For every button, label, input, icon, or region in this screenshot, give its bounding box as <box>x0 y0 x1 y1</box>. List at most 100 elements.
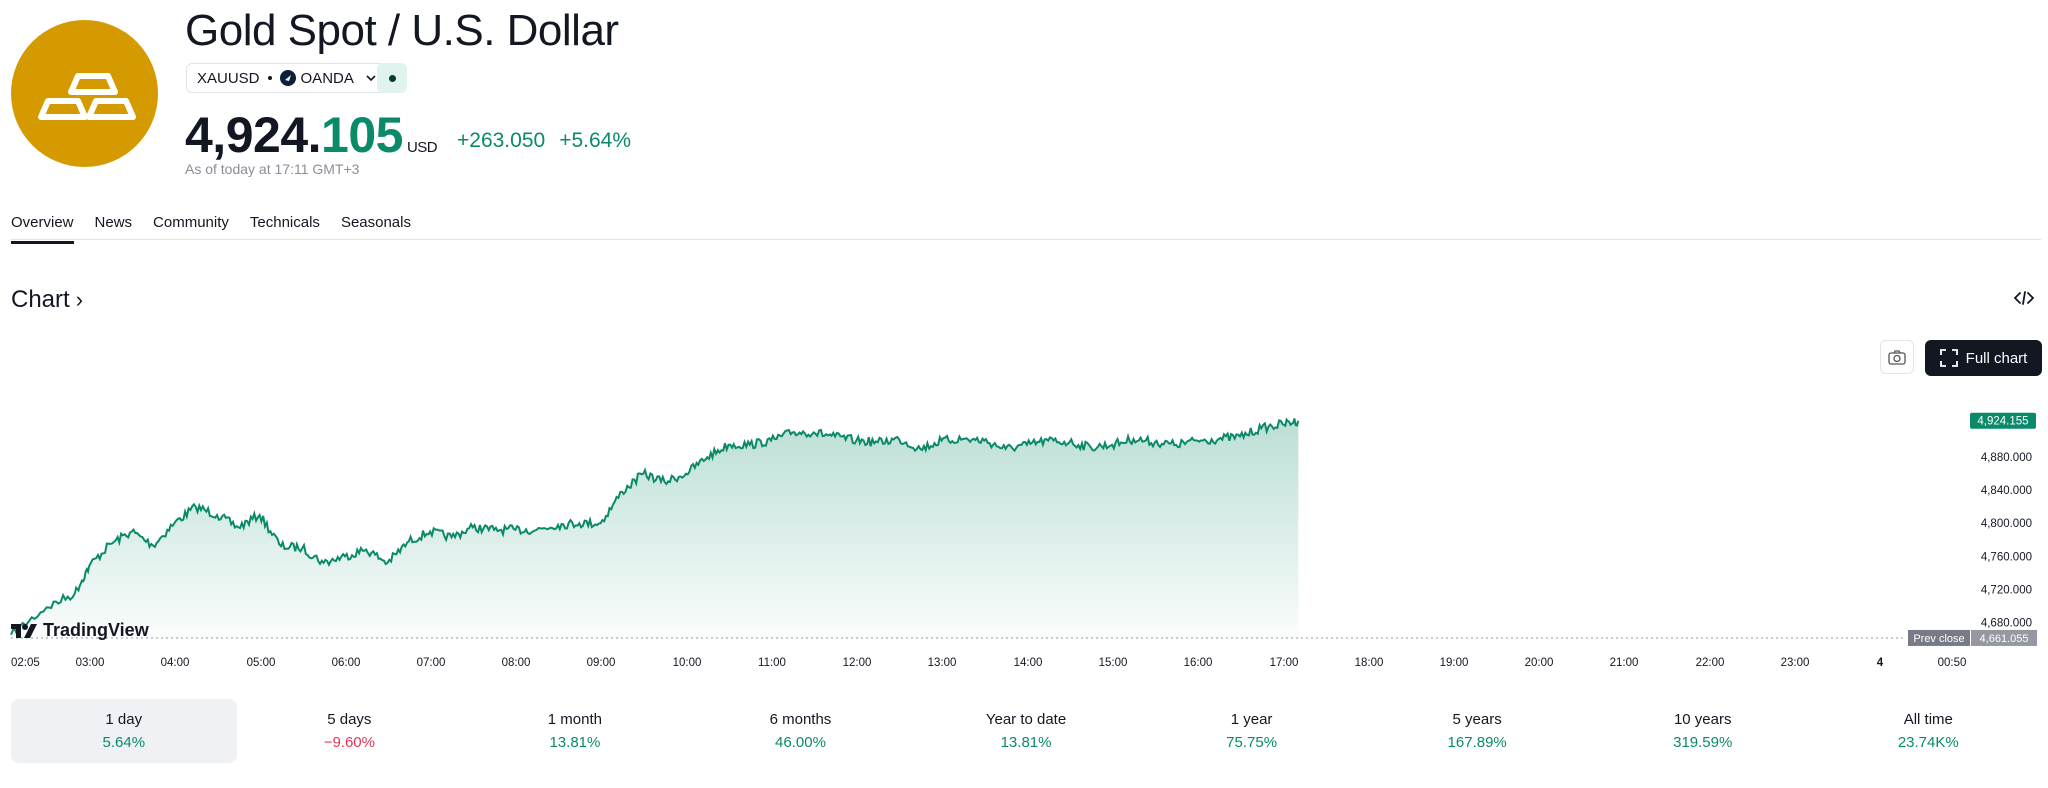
performance-ranges: 1 day 5.64% 5 days −9.60% 1 month 13.81% 6 mon… <box>11 699 2041 763</box>
range-label: All time <box>1903 711 1953 728</box>
range-label: 10 years <box>1673 711 1732 728</box>
as-of-timestamp: As of today at 17:11 GMT+3 <box>185 161 360 177</box>
x-tick-label: 02:05 <box>11 657 40 669</box>
y-tick-label: 4,720.000 <box>1981 584 2032 596</box>
range-value: 13.81% <box>549 734 601 751</box>
prev-close-badge <box>1908 629 1970 646</box>
range-5-years[interactable]: 5 years 167.89% <box>1364 699 1590 763</box>
prev-close-value-badge <box>1971 629 2037 646</box>
chart-heading-label: Chart <box>11 286 70 313</box>
x-tick-label: 23:00 <box>1781 657 1810 669</box>
range-value: 319.59% <box>1673 734 1733 751</box>
last-price-badge <box>1970 412 2036 429</box>
range-10-years[interactable]: 10 years 319.59% <box>1590 699 1816 763</box>
range-label: 1 day <box>105 711 143 728</box>
range-value: −9.60% <box>323 734 375 751</box>
gold-bars-logo <box>11 20 158 167</box>
range-label: 5 days <box>327 711 372 728</box>
x-tick-label: 21:00 <box>1610 657 1639 669</box>
section-tabs: Overview News Community Technicals Seaso… <box>11 214 411 244</box>
price-decimal: 105 <box>321 107 403 163</box>
x-tick-label: 09:00 <box>587 657 616 669</box>
range-value: 23.74K% <box>1897 734 1959 751</box>
x-tick-label: 08:00 <box>502 657 531 669</box>
range-label: 1 year <box>1230 711 1273 728</box>
price-integer: 4,924. <box>185 107 322 163</box>
prev-close-label: Prev close <box>1913 633 1964 645</box>
tradingview-brand: TradingView <box>43 620 149 640</box>
tab-community[interactable]: Community <box>153 214 229 231</box>
tab-technicals[interactable]: Technicals <box>249 214 320 231</box>
snapshot-button[interactable] <box>1880 340 1914 374</box>
y-tick-label: 4,680.000 <box>1981 617 2032 629</box>
camera-icon <box>1888 349 1906 365</box>
price-chart[interactable]: 4,880.000 4,840.000 4,800.000 4,760.000 4,72… <box>0 380 2048 680</box>
price-change: +263.050 +5.64% <box>457 129 631 153</box>
chevron-down-icon <box>366 71 376 85</box>
chart-section-link[interactable]: Chart › <box>11 286 83 314</box>
embed-code-icon[interactable] <box>2013 290 2035 311</box>
tab-news[interactable]: News <box>94 214 133 231</box>
change-absolute: +263.050 <box>457 129 546 152</box>
last-price-label: 4,924.155 <box>1977 416 2028 428</box>
range-1-month[interactable]: 1 month 13.81% <box>462 699 688 763</box>
range-value: 13.81% <box>1000 734 1052 751</box>
x-tick-label: 03:00 <box>76 657 105 669</box>
x-tick-label: 20:00 <box>1525 657 1554 669</box>
x-tick-label: 05:00 <box>247 657 276 669</box>
y-tick-label: 4,840.000 <box>1981 485 2032 497</box>
change-percent: +5.64% <box>559 129 631 152</box>
x-tick-label: 19:00 <box>1440 657 1469 669</box>
oanda-icon <box>279 70 296 86</box>
tabs-divider <box>11 239 2041 240</box>
range-1-day[interactable]: 1 day 5.64% <box>11 699 237 763</box>
x-tick-label: 16:00 <box>1184 657 1213 669</box>
price-line <box>10 417 1300 637</box>
price-display: 4,924. 105 USD <box>185 106 438 164</box>
x-tick-label: 17:00 <box>1270 657 1299 669</box>
range-5-days[interactable]: 5 days −9.60% <box>237 699 463 763</box>
range-label: 5 years <box>1452 711 1502 728</box>
tradingview-logo[interactable]: TradingView <box>11 620 149 641</box>
range-year-to-date[interactable]: Year to date 13.81% <box>913 699 1139 763</box>
range-1-year[interactable]: 1 year 75.75% <box>1139 699 1365 763</box>
tradingview-icon <box>11 623 37 638</box>
price-area-fill <box>11 418 1299 638</box>
full-chart-button[interactable]: Full chart <box>1925 340 2042 376</box>
price-currency: USD <box>406 139 438 156</box>
market-open-dot-icon <box>388 74 396 82</box>
tab-seasonals[interactable]: Seasonals <box>340 214 411 231</box>
range-value: 46.00% <box>775 734 826 751</box>
exchange-label: OANDA <box>300 69 354 87</box>
x-tick-label: 04:00 <box>161 657 190 669</box>
range-label: 6 months <box>769 711 832 728</box>
y-tick-label: 4,800.000 <box>1981 518 2032 530</box>
market-status-button[interactable] <box>377 63 407 93</box>
range-6-months[interactable]: 6 months 46.00% <box>688 699 914 763</box>
x-tick-label: 10:00 <box>673 657 702 669</box>
prev-close-value: 4,661.055 <box>1980 633 2029 645</box>
range-all-time[interactable]: All time 23.74K% <box>1816 699 2042 763</box>
x-tick-label: 15:00 <box>1099 657 1128 669</box>
chevron-right-icon: › <box>69 287 84 312</box>
fullscreen-icon <box>1939 349 1958 367</box>
symbol-selector[interactable]: XAUUSD OANDA <box>186 63 387 93</box>
y-tick-label: 4,880.000 <box>1981 452 2032 464</box>
separator-dot <box>267 76 272 80</box>
range-label: 1 month <box>547 711 602 728</box>
x-tick-label: 14:00 <box>1014 657 1043 669</box>
full-chart-label: Full chart <box>1965 349 2028 367</box>
x-tick-label: 13:00 <box>928 657 957 669</box>
range-value: 5.64% <box>102 734 146 751</box>
x-tick-label: 06:00 <box>332 657 361 669</box>
range-label: Year to date <box>985 711 1067 728</box>
y-tick-label: 4,760.000 <box>1981 551 2032 563</box>
x-tick-label: 12:00 <box>843 657 872 669</box>
symbol-label: XAUUSD <box>197 69 260 87</box>
x-tick-label: 11:00 <box>758 657 786 669</box>
x-tick-label: 07:00 <box>417 657 446 669</box>
x-tick-label: 4 <box>1877 657 1884 669</box>
page-title: Gold Spot / U.S. Dollar <box>185 6 619 55</box>
x-tick-label: 22:00 <box>1696 657 1725 669</box>
tab-overview[interactable]: Overview <box>11 214 74 244</box>
